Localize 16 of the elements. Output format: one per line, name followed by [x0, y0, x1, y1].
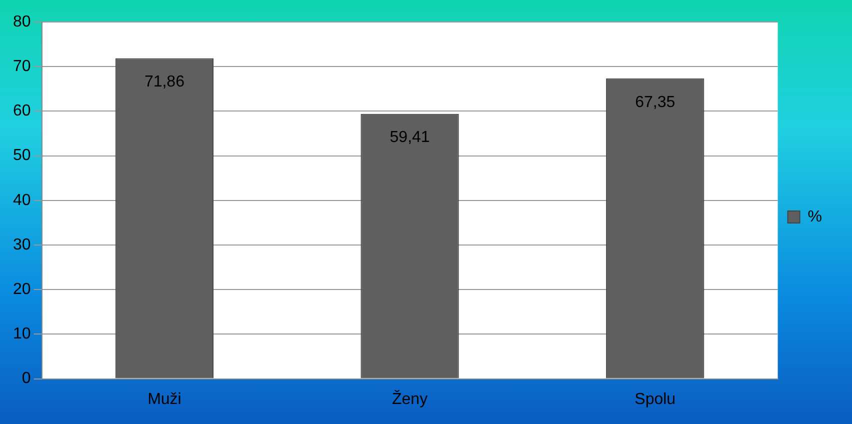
data-label: 71,86 [144, 74, 185, 91]
data-label: 67,35 [635, 94, 676, 111]
y-tick-label: 0 [22, 370, 31, 388]
y-tick-label: 40 [13, 192, 31, 209]
legend-label: % [808, 208, 822, 226]
y-tick-label: 70 [13, 58, 31, 76]
y-tick-label: 60 [13, 102, 31, 120]
y-tick-label: 10 [13, 326, 31, 343]
y-tick-label: 30 [13, 236, 31, 254]
y-tick-label: 20 [13, 281, 31, 298]
y-tick-label: 50 [13, 147, 31, 164]
y-tick-label: 80 [13, 13, 31, 30]
x-tick-label: Ženy [392, 390, 428, 408]
data-label: 59,41 [390, 129, 430, 146]
x-tick-label: Spolu [634, 390, 676, 408]
x-tick-label: Muži [148, 390, 182, 408]
